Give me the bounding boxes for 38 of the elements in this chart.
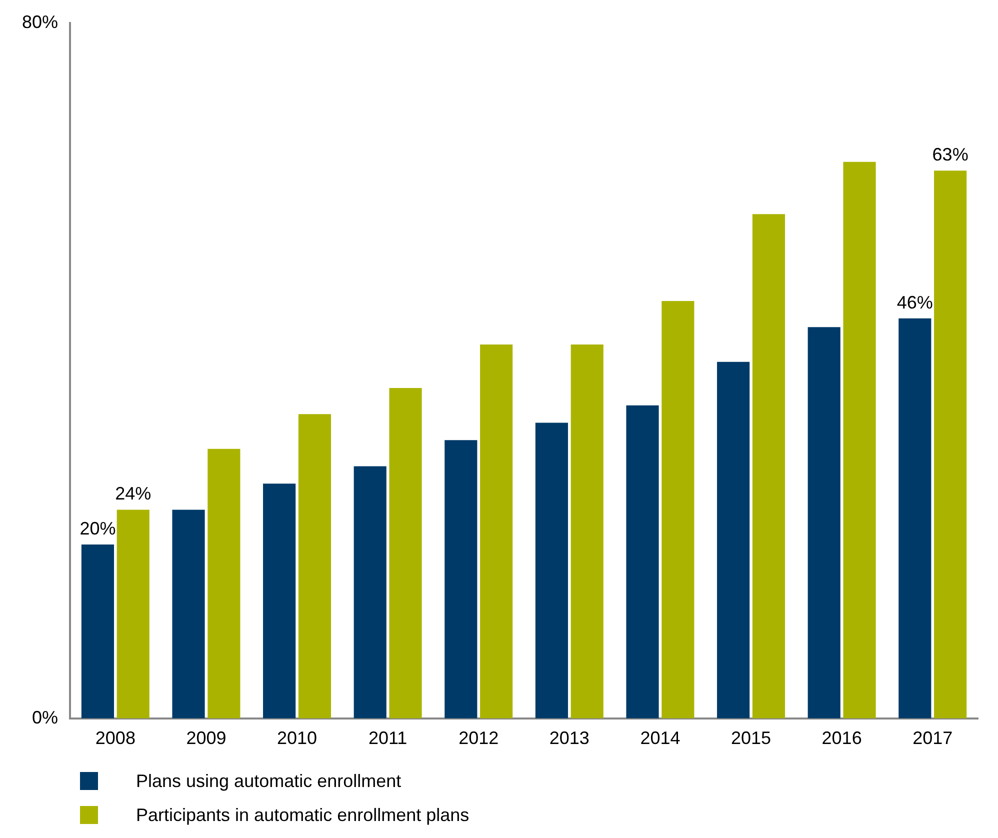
bar	[480, 344, 513, 718]
data-label: 63%	[932, 144, 968, 165]
bar	[208, 448, 240, 718]
bar	[535, 422, 568, 718]
x-tick-label: 2017	[912, 728, 953, 748]
y-tick-label: 0%	[32, 707, 58, 728]
bar	[898, 318, 932, 718]
bar	[934, 170, 967, 718]
x-tick-label: 2015	[730, 728, 772, 748]
bar	[354, 466, 386, 718]
bar	[389, 388, 422, 718]
data-label: 46%	[896, 292, 933, 312]
x-tick-label: 2013	[549, 728, 590, 748]
bar	[843, 162, 876, 718]
bar	[662, 301, 694, 718]
bar	[626, 405, 659, 718]
bar	[116, 510, 150, 718]
x-tick-label: 2014	[640, 728, 680, 748]
x-tick-label: 2012	[458, 728, 499, 748]
bar	[808, 327, 840, 718]
x-tick-label: 2009	[186, 728, 226, 748]
bar	[263, 484, 296, 718]
data-label: 20%	[80, 518, 116, 538]
bar	[570, 344, 604, 718]
x-tick-label: 2011	[368, 728, 408, 748]
bar	[717, 362, 750, 718]
bar	[298, 414, 332, 718]
bar	[81, 544, 114, 718]
legend-label: Participants in automatic enrollment plans	[136, 804, 470, 826]
bar	[172, 510, 205, 718]
bar	[444, 440, 478, 718]
x-tick-label: 2008	[95, 728, 136, 748]
legend-label: Plans using automatic enrollment	[136, 770, 402, 792]
x-tick-label: 2010	[276, 728, 318, 748]
data-label: 24%	[115, 484, 152, 504]
y-tick-label: 80%	[22, 12, 58, 32]
bar	[752, 214, 785, 718]
x-tick-label: 2016	[822, 728, 862, 748]
